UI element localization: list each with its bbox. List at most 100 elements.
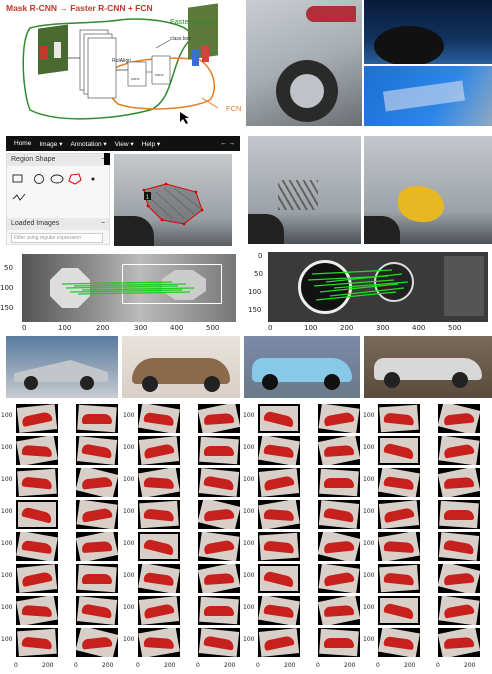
menu-image[interactable]: Image ▾ bbox=[39, 140, 62, 148]
augmented-car-image bbox=[438, 596, 480, 625]
augmented-car-image bbox=[16, 404, 58, 433]
grid-xtick: 0 bbox=[136, 662, 140, 669]
masked-bumper-photo bbox=[364, 136, 492, 244]
grid-ytick: 100 bbox=[363, 604, 374, 611]
augmented-car-image bbox=[318, 532, 360, 561]
grid-ytick: 100 bbox=[123, 476, 134, 483]
grid-ytick: 100 bbox=[123, 572, 134, 579]
polyline-tool-icon[interactable] bbox=[13, 194, 25, 200]
circle-tool-icon[interactable] bbox=[35, 175, 44, 184]
annotation-polygon[interactable]: 1 bbox=[114, 154, 232, 246]
grid-ytick: 100 bbox=[1, 412, 12, 419]
augmented-car-image bbox=[138, 628, 180, 657]
grid-xtick: 0 bbox=[196, 662, 200, 669]
xtick: 500 bbox=[206, 324, 219, 332]
grid-ytick: 100 bbox=[1, 540, 12, 547]
augmented-car-image bbox=[198, 468, 240, 497]
grid-ytick: 100 bbox=[1, 636, 12, 643]
collapse-images-icon[interactable]: − bbox=[101, 218, 105, 230]
menu-view[interactable]: View ▾ bbox=[115, 140, 134, 148]
augmented-car-image bbox=[378, 404, 420, 433]
annotation-tool: Home Image ▾ Annotation ▾ View ▾ Help ▾ … bbox=[0, 134, 244, 247]
ytick: 100 bbox=[248, 288, 261, 296]
augmented-car-image bbox=[318, 468, 360, 497]
xtick: 100 bbox=[58, 324, 71, 332]
augmented-car-image bbox=[438, 404, 480, 433]
augmented-car-image bbox=[378, 468, 420, 497]
menu-help[interactable]: Help ▾ bbox=[142, 140, 160, 148]
augmented-car-image bbox=[378, 628, 420, 657]
augmented-car-image bbox=[16, 436, 58, 465]
augmented-car-image bbox=[258, 628, 300, 657]
grid-xtick: 200 bbox=[42, 662, 53, 669]
sidebar-toggle[interactable] bbox=[104, 153, 110, 165]
augmented-car-image bbox=[198, 436, 240, 465]
grid-ytick: 100 bbox=[243, 508, 254, 515]
silver-concept-car-photo bbox=[364, 336, 492, 398]
grid-xtick: 200 bbox=[464, 662, 475, 669]
region-shape-header[interactable]: Region Shape − bbox=[7, 154, 109, 166]
augmented-car-image bbox=[138, 596, 180, 625]
blue-car-scratch-photo bbox=[364, 0, 492, 64]
augmented-car-image bbox=[258, 404, 300, 433]
conv-label-2: conv bbox=[155, 72, 163, 77]
polygon-number: 1 bbox=[146, 194, 150, 201]
grid-xtick: 200 bbox=[224, 662, 235, 669]
menu-home[interactable]: Home bbox=[14, 140, 31, 147]
grid-ytick: 100 bbox=[123, 444, 134, 451]
augmented-car-image bbox=[258, 532, 300, 561]
grid-ytick: 100 bbox=[363, 476, 374, 483]
grid-ytick: 100 bbox=[243, 572, 254, 579]
augmented-car-image bbox=[16, 628, 58, 657]
ellipse-tool-icon[interactable] bbox=[51, 175, 63, 183]
augmented-car-image bbox=[198, 564, 240, 593]
augmented-car-image bbox=[318, 436, 360, 465]
augmented-car-image bbox=[138, 532, 180, 561]
grid-xtick: 200 bbox=[164, 662, 175, 669]
augmented-car-image bbox=[318, 500, 360, 529]
loaded-images-header[interactable]: Loaded Images − bbox=[7, 218, 109, 230]
augmented-car-image bbox=[378, 532, 420, 561]
augmented-car-image bbox=[76, 532, 118, 561]
augmented-car-image bbox=[138, 436, 180, 465]
stop-sign-matching-plot: 50 100 150 0 100 200 300 400 500 bbox=[0, 250, 244, 334]
menu-annotation[interactable]: Annotation ▾ bbox=[70, 140, 106, 148]
augmented-car-image bbox=[198, 500, 240, 529]
grid-ytick: 100 bbox=[1, 572, 12, 579]
augmentation-grid: 100 100 100 100 100 100 100 100 100 100 100 100 100 1… bbox=[0, 400, 492, 674]
nav-arrows[interactable]: ← → bbox=[220, 140, 235, 147]
polygon-tool-icon[interactable] bbox=[69, 174, 81, 184]
filter-input[interactable]: Filter using regular expression bbox=[11, 233, 103, 243]
grid-ytick: 100 bbox=[243, 604, 254, 611]
grid-ytick: 100 bbox=[363, 412, 374, 419]
augmented-car-image bbox=[138, 404, 180, 433]
grid-xtick: 0 bbox=[376, 662, 380, 669]
grid-ytick: 100 bbox=[363, 444, 374, 451]
rect-tool-icon[interactable] bbox=[13, 175, 22, 182]
xtick: 200 bbox=[96, 324, 109, 332]
grid-xtick: 200 bbox=[284, 662, 295, 669]
augmented-car-image bbox=[438, 532, 480, 561]
grid-xtick: 0 bbox=[74, 662, 78, 669]
augmented-car-image bbox=[198, 596, 240, 625]
sidebar: Region Shape − Loaded Images − Filter us… bbox=[6, 153, 110, 245]
grid-ytick: 100 bbox=[243, 476, 254, 483]
point-tool-icon[interactable] bbox=[92, 178, 95, 181]
augmented-car-image bbox=[378, 596, 420, 625]
grid-ytick: 100 bbox=[1, 508, 12, 515]
augmented-car-image bbox=[76, 564, 118, 593]
grid-ytick: 100 bbox=[123, 636, 134, 643]
ytick: 50 bbox=[254, 270, 263, 278]
augmented-car-image bbox=[198, 628, 240, 657]
augmented-car-image bbox=[318, 404, 360, 433]
grid-ytick: 100 bbox=[363, 540, 374, 547]
mask-rcnn-diagram: Mask R-CNN → Faster R-CNN + FCN bbox=[0, 0, 244, 128]
augmented-car-image bbox=[258, 468, 300, 497]
augmented-car-image bbox=[438, 564, 480, 593]
augmented-car-image bbox=[318, 596, 360, 625]
menu-bar: Home Image ▾ Annotation ▾ View ▾ Help ▾ … bbox=[6, 136, 240, 151]
augmented-car-image bbox=[258, 500, 300, 529]
augmented-car-image bbox=[438, 500, 480, 529]
augmented-car-image bbox=[378, 500, 420, 529]
ytick: 150 bbox=[0, 304, 13, 312]
